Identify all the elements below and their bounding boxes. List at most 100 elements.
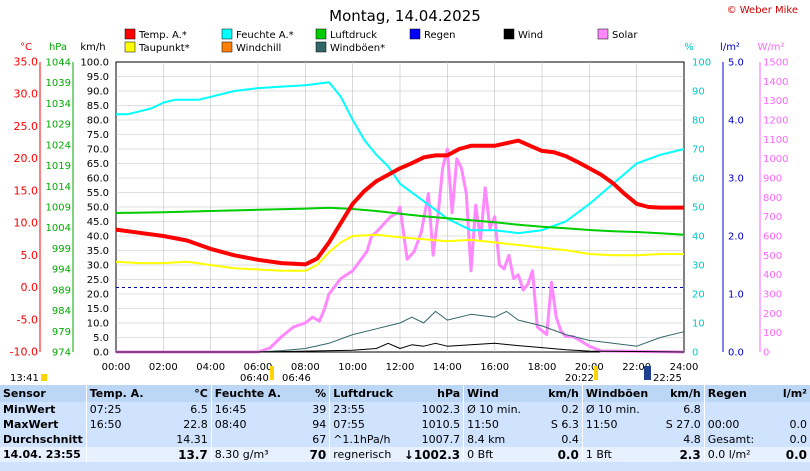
solar-tick-11: 400: [763, 270, 782, 281]
solar-tick-6: 900: [763, 174, 782, 185]
solar-tick-3: 1200: [763, 116, 788, 127]
current-temp-value: 13.7: [151, 447, 212, 462]
rain-tick-4: 1.0: [728, 290, 744, 301]
stats-current-row: 14.04. 23:55 13.7 8.30 g/m³ 70 regnerisc…: [0, 447, 810, 462]
pressure-tick-3: 1029: [46, 120, 71, 131]
max-gust-value: S 27.0: [665, 418, 701, 431]
max-wind-value: S 6.3: [550, 418, 579, 431]
min-rain-empty-value: [768, 402, 810, 417]
wind-tick-16: 20.0: [87, 290, 109, 301]
avg-hum-value: 67: [312, 433, 327, 446]
humidity-tick-1: 90: [692, 87, 705, 98]
legend-label-3: Regen: [424, 30, 456, 41]
pressure-tick-4: 1024: [46, 140, 71, 151]
x-tick-7: 14:00: [433, 362, 462, 373]
wind-line: [116, 342, 685, 353]
x-tick-6: 12:00: [386, 362, 415, 373]
min-hum-value: 39: [312, 403, 327, 416]
gust-line: [116, 310, 685, 353]
humidity-tick-2: 80: [692, 116, 705, 127]
grid: [116, 62, 684, 352]
hdr-rain-unit: l/m²: [767, 385, 810, 402]
rain-tick-0: 5.0: [728, 58, 744, 69]
wind-tick-18: 10.0: [87, 319, 109, 330]
x-tick-8: 16:00: [480, 362, 509, 373]
avg-temp-value: 14.31: [176, 433, 208, 446]
right-axes: 10090807060504030201005.04.03.02.01.00.0…: [692, 58, 788, 359]
solar-tick-2: 1300: [763, 96, 788, 107]
solar-tick-15: 0: [763, 348, 769, 359]
min-press-time: 23:55: [329, 402, 401, 417]
current-press-label: regnerisch: [329, 447, 401, 462]
wind-tick-5: 75.0: [87, 130, 109, 141]
temp-tick-5: 10.0: [14, 217, 39, 230]
sunset-marker: [594, 366, 598, 380]
current-label: 14.04. 23:55: [0, 447, 87, 462]
current-temp-empty: [85, 447, 152, 462]
legend-label-8: Windböen*: [330, 43, 385, 54]
hdr-hum-unit: %: [283, 385, 330, 402]
dewpoint-line: [115, 233, 684, 272]
plot-series: [115, 81, 685, 354]
humidity-tick-5: 50: [692, 203, 705, 214]
solar-tick-0: 1500: [763, 58, 788, 69]
pressure-tick-11: 989: [52, 285, 71, 296]
sunrise-marker: [270, 366, 274, 380]
stats-avg-row: Durchschnitt 14.31 67 ^1.1hPa/h 1007.7 8…: [0, 432, 810, 447]
x-tick-1: 02:00: [149, 362, 178, 373]
pressure-tick-1: 1039: [46, 78, 71, 89]
wind-axis-unit: km/h: [80, 42, 105, 53]
solar-tick-13: 200: [763, 309, 782, 320]
solar-tick-5: 1000: [763, 154, 788, 165]
current-gust-label: 1 Bft: [581, 447, 652, 462]
legend-swatch-4: [503, 28, 515, 40]
legend-swatch-3: [409, 28, 421, 40]
pressure-tick-8: 1004: [46, 223, 71, 234]
wind-tick-15: 25.0: [87, 275, 109, 286]
solar-tick-1: 1400: [763, 77, 788, 88]
temp-tick-8: -5.0: [17, 313, 38, 326]
wind-tick-6: 70.0: [87, 145, 109, 156]
min-temp-value: 6.5: [190, 403, 208, 416]
current-hum-label: 8.30 g/m³: [210, 447, 284, 462]
wind-tick-14: 30.0: [87, 261, 109, 272]
avg-temp-empty: [85, 432, 152, 447]
current-press-value: ↓1002.3: [400, 447, 464, 462]
legend-swatch-1: [221, 28, 233, 40]
legend-swatch-7: [221, 41, 233, 53]
rain-tick-2: 3.0: [728, 174, 744, 185]
rain-tick-1: 4.0: [728, 116, 744, 127]
weather-chart: Montag, 14.04.2025 © Weber Mike Temp. A.…: [10, 5, 798, 383]
hdr-rain: Regen: [703, 385, 768, 402]
max-hum-time: 08:40: [210, 417, 284, 432]
avg-press-value: 1007.7: [421, 433, 461, 446]
temp-tick-0: 35.0: [14, 56, 39, 69]
solar-tick-7: 800: [763, 193, 782, 204]
humidity-tick-10: 0: [692, 348, 698, 359]
hdr-hum: Feuchte A.: [210, 385, 284, 402]
left-time-label: 13:41: [10, 373, 39, 383]
temp-tick-9: -10.0: [10, 346, 38, 359]
min-hum-time: 16:45: [210, 402, 284, 417]
wind-tick-8: 60.0: [87, 174, 109, 185]
solar-tick-8: 700: [763, 212, 782, 223]
wind-tick-12: 40.0: [87, 232, 109, 243]
current-gust-value: 2.3: [651, 447, 705, 462]
moonrise-marker: [644, 366, 651, 380]
pressure-tick-10: 994: [52, 265, 71, 276]
x-tick-0: 00:00: [102, 362, 131, 373]
solar-tick-14: 100: [763, 328, 782, 339]
wind-tick-19: 5.0: [93, 333, 109, 344]
pressure-tick-6: 1014: [46, 182, 71, 193]
hdr-temp-unit: °C: [151, 385, 212, 402]
hdr-gust-unit: km/h: [651, 385, 705, 402]
stats-table: Sensor Temp. A. °C Feuchte A. % Luftdruc…: [0, 385, 810, 462]
temp-tick-1: 30.0: [14, 88, 39, 101]
solar-tick-10: 500: [763, 251, 782, 262]
max-rain-time: 00:00: [703, 417, 768, 432]
stats-panel: Sensor Temp. A. °C Feuchte A. % Luftdruc…: [0, 385, 810, 471]
pressure-tick-2: 1034: [46, 99, 71, 110]
current-wind-value: 0.0: [528, 447, 583, 462]
stats-max-row: MaxWert 16:50 22.8 08:40 94 07:55 1010.5…: [0, 417, 810, 432]
wind-tick-10: 50.0: [87, 203, 109, 214]
